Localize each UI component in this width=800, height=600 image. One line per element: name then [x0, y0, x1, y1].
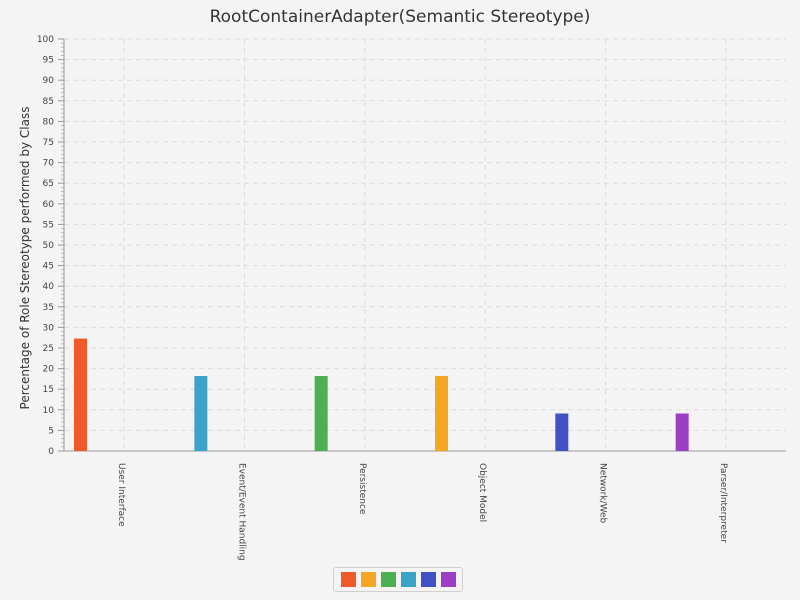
- x-category-label: User Interface: [116, 463, 126, 527]
- y-tick-label: 15: [43, 385, 54, 395]
- y-tick-label: 5: [48, 426, 54, 436]
- bar: [194, 376, 208, 451]
- y-tick-label: 65: [43, 179, 54, 189]
- chart-title: RootContainerAdapter(Semantic Stereotype…: [209, 7, 591, 27]
- y-tick-label: 30: [43, 323, 55, 333]
- x-category-label: Parser/Interpreter: [718, 463, 728, 543]
- legend-swatch: [400, 572, 416, 587]
- bar: [74, 338, 87, 451]
- y-tick-label: 0: [48, 447, 54, 457]
- y-tick-labels: 0 5 10 15 20 25 30 35 40 45 50 55 60 65 70 75 80 85 90 95 10…: [37, 35, 54, 457]
- y-tick-label: 60: [43, 200, 55, 210]
- legend-swatch: [380, 572, 396, 587]
- legend-swatch: [420, 572, 436, 587]
- x-category-label: Persistence: [357, 463, 367, 515]
- bar: [675, 413, 689, 451]
- y-tick-label: 75: [43, 138, 54, 148]
- axes: [58, 38, 786, 452]
- legend-swatch: [440, 572, 456, 587]
- x-category-labels: User Interface Event/Event Handling Persis…: [116, 463, 728, 561]
- bar: [314, 376, 328, 451]
- y-tick-label: 90: [43, 76, 55, 86]
- y-tick-label: 20: [43, 365, 55, 375]
- x-category-label: Network/Web: [598, 463, 608, 524]
- legend-swatch: [360, 572, 376, 587]
- y-tick-label: 95: [43, 56, 54, 66]
- y-tick-label: 40: [43, 282, 55, 292]
- x-category-label: Event/Event Handling: [237, 463, 247, 561]
- y-tick-label: 100: [37, 35, 54, 45]
- bar: [555, 413, 569, 451]
- y-tick-label: 10: [43, 406, 55, 416]
- y-tick-label: 85: [43, 97, 54, 107]
- legend: [333, 567, 463, 592]
- y-tick-label: 45: [43, 262, 54, 272]
- y-tick-label: 35: [43, 303, 54, 313]
- x-category-label: Object Model: [477, 463, 487, 522]
- bar: [435, 376, 448, 451]
- grid-lines: [64, 38, 786, 451]
- y-tick-label: 70: [43, 159, 55, 169]
- y-tick-label: 80: [43, 117, 55, 127]
- y-tick-label: 50: [43, 241, 55, 251]
- bars: [74, 338, 689, 451]
- y-tick-label: 55: [43, 220, 54, 230]
- y-tick-label: 25: [43, 344, 54, 354]
- legend-swatch: [340, 572, 356, 587]
